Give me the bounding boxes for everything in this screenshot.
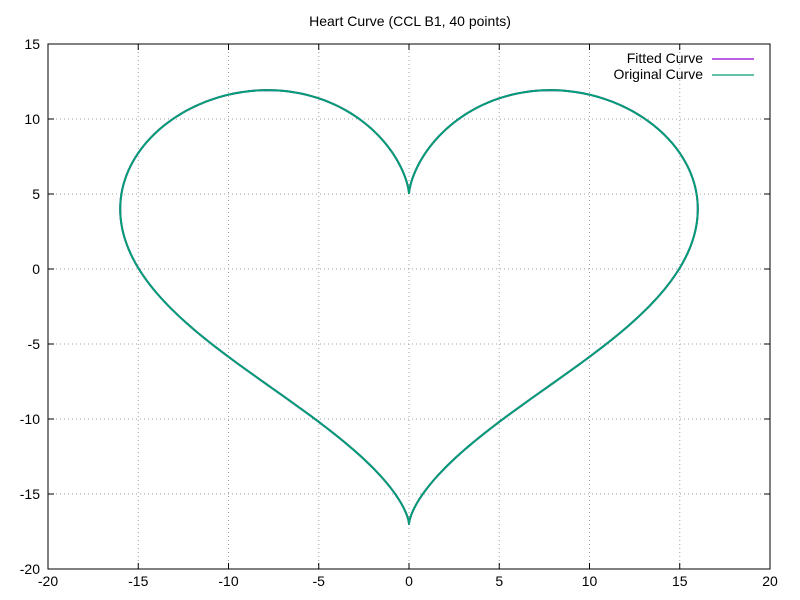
y-tick-label: 15 <box>24 36 40 52</box>
y-tick-label: -15 <box>20 486 40 502</box>
series-layer <box>119 89 699 525</box>
chart-title: Heart Curve (CCL B1, 40 points) <box>309 13 511 29</box>
x-tick-label: -15 <box>128 573 148 589</box>
series-line-fitted-curve <box>119 89 699 525</box>
x-tick-label: 10 <box>582 573 598 589</box>
grid-layer <box>48 44 770 569</box>
x-tick-label: 15 <box>672 573 688 589</box>
y-tick-label: -10 <box>20 411 40 427</box>
plot-frame <box>47 43 771 570</box>
x-tick-label: 5 <box>495 573 503 589</box>
x-tick-label: 20 <box>762 573 778 589</box>
y-tick-label: 10 <box>24 111 40 127</box>
y-tick-label: 5 <box>32 186 40 202</box>
y-tick-label: -5 <box>28 336 41 352</box>
x-tick-label: -5 <box>313 573 326 589</box>
legend-label-original-curve: Original Curve <box>614 66 704 82</box>
legend: Fitted Curve Original Curve <box>614 50 754 82</box>
y-tick-label: -20 <box>20 561 40 577</box>
ticks-layer: -20 -15 -10 -5 0 5 10 15 20 -20 -15 -10 -5 0 5 10 15 <box>20 36 778 589</box>
series-line-original-curve <box>119 89 699 525</box>
x-tick-label: -20 <box>38 573 58 589</box>
x-tick-label: 0 <box>405 573 413 589</box>
legend-label-fitted-curve: Fitted Curve <box>627 50 703 66</box>
y-tick-label: 0 <box>32 261 40 277</box>
x-tick-label: -10 <box>218 573 238 589</box>
